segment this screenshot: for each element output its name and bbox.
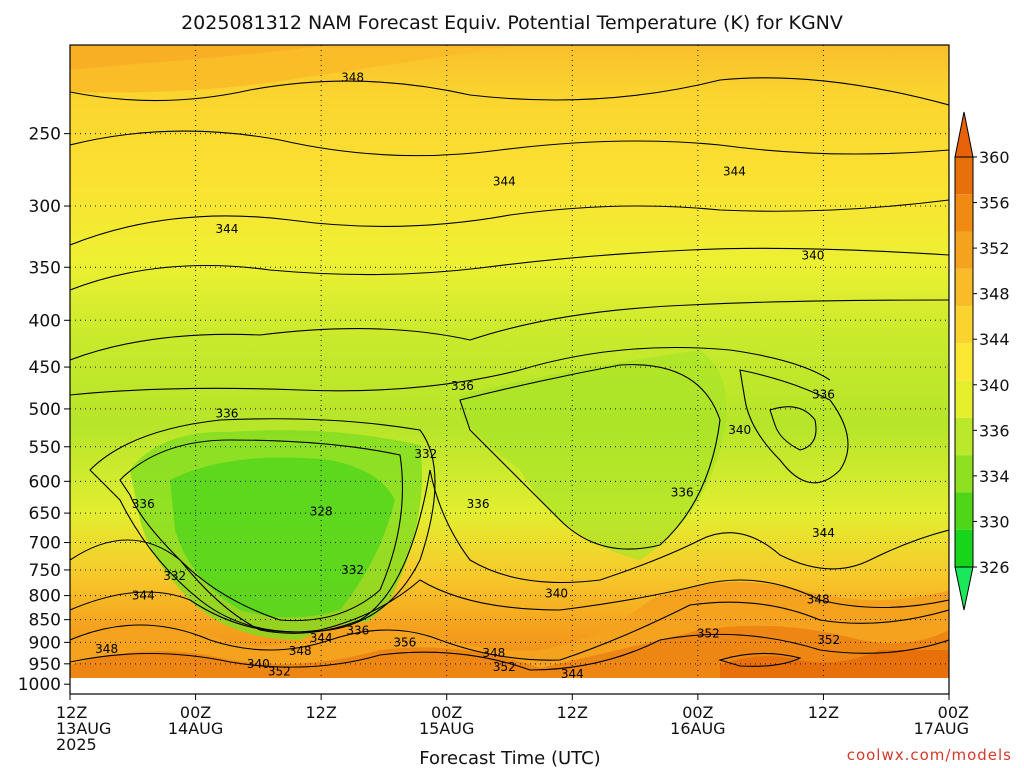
contour-label: 336 bbox=[671, 485, 694, 499]
colorbar-segment bbox=[955, 492, 973, 530]
y-tick-label: 450 bbox=[29, 358, 61, 378]
y-axis: 2503003504004505005506006507007508008509… bbox=[18, 125, 70, 695]
contour-label: 344 bbox=[812, 526, 835, 540]
x-tick-label: 17AUG bbox=[914, 719, 969, 738]
contour-label: 340 bbox=[802, 249, 825, 263]
y-tick-label: 400 bbox=[29, 311, 61, 331]
x-tick-label: 00Z bbox=[180, 703, 211, 722]
x-tick-label: 12Z bbox=[808, 703, 839, 722]
y-tick-label: 800 bbox=[29, 587, 61, 607]
colorbar-label: 334 bbox=[979, 467, 1010, 486]
contour-label: 344 bbox=[723, 164, 746, 178]
credit-text: coolwx.com/models bbox=[847, 746, 1012, 764]
colorbar-label: 360 bbox=[979, 148, 1010, 167]
colorbar-segment bbox=[955, 231, 973, 269]
contour-label: 348 bbox=[341, 70, 364, 84]
x-tick-label: 2025 bbox=[56, 735, 97, 754]
colorbar-frame bbox=[954, 156, 974, 568]
x-tick-label: 16AUG bbox=[670, 719, 725, 738]
contour-label: 332 bbox=[414, 447, 437, 461]
x-tick-label: 14AUG bbox=[168, 719, 223, 738]
contour-label: 336 bbox=[216, 407, 239, 421]
colorbar-label: 352 bbox=[979, 239, 1010, 258]
y-tick-label: 550 bbox=[29, 438, 61, 458]
colorbar-label: 326 bbox=[979, 558, 1010, 577]
contour-label: 336 bbox=[467, 497, 490, 511]
contour-label: 348 bbox=[289, 644, 312, 658]
colorbar-segment bbox=[955, 455, 973, 493]
colorbar-segment bbox=[955, 417, 973, 456]
x-tick-label: 00Z bbox=[682, 703, 713, 722]
colorbar-label: 356 bbox=[979, 194, 1010, 213]
y-tick-label: 600 bbox=[29, 472, 61, 492]
x-axis-label: Forecast Time (UTC) bbox=[419, 748, 600, 768]
contour-label: 352 bbox=[817, 633, 840, 647]
x-tick-label: 12Z bbox=[557, 703, 588, 722]
colorbar-bottom-cap bbox=[954, 566, 974, 611]
x-tick-label: 13AUG bbox=[56, 719, 111, 738]
contour-label: 340 bbox=[247, 657, 270, 671]
y-tick-label: 850 bbox=[29, 611, 61, 631]
colorbar-label: 348 bbox=[979, 285, 1010, 304]
contour-label: 348 bbox=[482, 646, 505, 660]
y-tick-label: 300 bbox=[29, 197, 61, 217]
contour-label: 344 bbox=[561, 667, 584, 681]
chart-title: 2025081312 NAM Forecast Equiv. Potential… bbox=[181, 12, 843, 34]
contour-label: 340 bbox=[728, 423, 751, 437]
colorbar-segment bbox=[955, 529, 973, 567]
y-tick-label: 250 bbox=[29, 125, 61, 145]
y-tick-label: 900 bbox=[29, 633, 61, 653]
contour-label: 340 bbox=[545, 587, 568, 601]
x-tick-label: 15AUG bbox=[419, 719, 474, 738]
contour-label: 344 bbox=[310, 631, 333, 645]
contour-label: 336 bbox=[812, 387, 835, 401]
colorbar-segment bbox=[955, 380, 973, 418]
y-tick-label: 350 bbox=[29, 258, 61, 278]
colorbar-label: 330 bbox=[979, 512, 1010, 531]
colorbar-segment bbox=[955, 157, 973, 195]
colorbar-segment bbox=[955, 306, 973, 344]
colorbar-segment bbox=[955, 268, 973, 307]
contour-label: 344 bbox=[493, 174, 516, 188]
x-tick-label: 00Z bbox=[431, 703, 462, 722]
contour-label: 332 bbox=[341, 563, 364, 577]
contour-label: 332 bbox=[163, 569, 186, 583]
contour-label: 352 bbox=[697, 626, 720, 640]
colorbar-top-cap bbox=[954, 111, 974, 158]
contour-label: 352 bbox=[268, 664, 291, 678]
colorbar: 360 356 352 348 344 340 336 334 330 326 bbox=[954, 111, 1010, 611]
x-tick-label: 12Z bbox=[56, 703, 87, 722]
colorbar-label: 340 bbox=[979, 376, 1010, 395]
contour-label: 352 bbox=[493, 660, 516, 674]
colorbar-segment bbox=[955, 194, 973, 232]
y-tick-label: 950 bbox=[29, 655, 61, 675]
colorbar-label: 336 bbox=[979, 421, 1010, 440]
contour-label: 344 bbox=[132, 589, 155, 603]
colorbar-segment bbox=[955, 343, 973, 381]
y-tick-label: 1000 bbox=[18, 675, 61, 695]
y-tick-label: 650 bbox=[29, 504, 61, 524]
contour-label: 348 bbox=[807, 593, 830, 607]
contour-label: 336 bbox=[132, 497, 155, 511]
y-tick-label: 700 bbox=[29, 534, 61, 554]
contour-label: 344 bbox=[216, 222, 239, 236]
contour-label: 336 bbox=[451, 379, 474, 393]
contour-label: 328 bbox=[310, 504, 333, 518]
contour-label: 348 bbox=[95, 642, 118, 656]
y-tick-label: 750 bbox=[29, 561, 61, 581]
x-tick-label: 12Z bbox=[305, 703, 336, 722]
contour-label: 336 bbox=[346, 623, 369, 637]
plot-frame bbox=[69, 44, 950, 695]
x-tick-label: 00Z bbox=[938, 703, 969, 722]
contour-label: 356 bbox=[393, 635, 416, 649]
y-tick-label: 500 bbox=[29, 400, 61, 420]
colorbar-label: 344 bbox=[979, 330, 1010, 349]
